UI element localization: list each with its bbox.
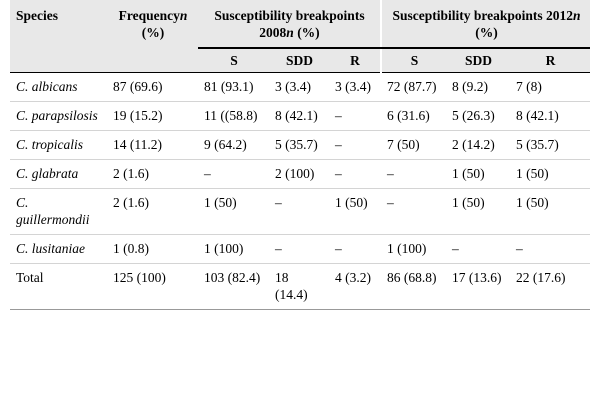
sdd2008-cell: – bbox=[269, 189, 329, 235]
r2012-cell: 8 (42.1) bbox=[510, 102, 590, 131]
species-cell: C. albicans bbox=[10, 73, 107, 102]
r2008-cell: 1 (50) bbox=[329, 189, 381, 235]
s2012-cell: 7 (50) bbox=[381, 131, 446, 160]
frequency-cell: 1 (0.8) bbox=[107, 235, 198, 264]
header-2012-r: R bbox=[510, 48, 590, 73]
r2008-cell: – bbox=[329, 235, 381, 264]
s2008-cell: 9 (64.2) bbox=[198, 131, 269, 160]
frequency-cell: 19 (15.2) bbox=[107, 102, 198, 131]
sdd2012-cell: 1 (50) bbox=[446, 189, 510, 235]
r2012-cell: – bbox=[510, 235, 590, 264]
s2008-cell: 81 (93.1) bbox=[198, 73, 269, 102]
sdd2012-cell: 8 (9.2) bbox=[446, 73, 510, 102]
r2008-cell: – bbox=[329, 102, 381, 131]
r2012-cell: 7 (8) bbox=[510, 73, 590, 102]
s2008-cell: 11 ((58.8) bbox=[198, 102, 269, 131]
header-2012-sdd: SDD bbox=[446, 48, 510, 73]
s2008-cell: 103 (82.4) bbox=[198, 264, 269, 310]
s2008-cell: – bbox=[198, 160, 269, 189]
species-cell: C. parapsilosis bbox=[10, 102, 107, 131]
header-breakpoints-2012: Susceptibility breakpoints 2012n (%) bbox=[381, 0, 590, 48]
r2008-cell: 4 (3.2) bbox=[329, 264, 381, 310]
r2008-cell: 3 (3.4) bbox=[329, 73, 381, 102]
s2012-cell: 6 (31.6) bbox=[381, 102, 446, 131]
susceptibility-table: Species Frequencyn (%) Susceptibility bre… bbox=[10, 0, 590, 310]
frequency-cell: 2 (1.6) bbox=[107, 160, 198, 189]
frequency-cell: 2 (1.6) bbox=[107, 189, 198, 235]
species-cell: C. tropicalis bbox=[10, 131, 107, 160]
r2012-cell: 1 (50) bbox=[510, 189, 590, 235]
sdd2008-cell: 18 (14.4) bbox=[269, 264, 329, 310]
table-row: C. lusitaniae 1 (0.8) 1 (100) – – 1 (100… bbox=[10, 235, 590, 264]
s2012-cell: 1 (100) bbox=[381, 235, 446, 264]
sdd2012-cell: 5 (26.3) bbox=[446, 102, 510, 131]
header-2008-sdd: SDD bbox=[269, 48, 329, 73]
s2012-cell: 72 (87.7) bbox=[381, 73, 446, 102]
r2008-cell: – bbox=[329, 131, 381, 160]
sdd2012-cell: 17 (13.6) bbox=[446, 264, 510, 310]
header-row-top: Species Frequencyn (%) Susceptibility bre… bbox=[10, 0, 590, 48]
header-2008-r: R bbox=[329, 48, 381, 73]
table-row: C. albicans 87 (69.6) 81 (93.1) 3 (3.4) … bbox=[10, 73, 590, 102]
total-label: Total bbox=[10, 264, 107, 310]
frequency-cell: 14 (11.2) bbox=[107, 131, 198, 160]
s2012-cell: – bbox=[381, 160, 446, 189]
total-row: Total 125 (100) 103 (82.4) 18 (14.4) 4 (… bbox=[10, 264, 590, 310]
sdd2008-cell: 3 (3.4) bbox=[269, 73, 329, 102]
sdd2012-cell: 2 (14.2) bbox=[446, 131, 510, 160]
table-row: C. guillermondii 2 (1.6) 1 (50) – 1 (50)… bbox=[10, 189, 590, 235]
frequency-cell: 87 (69.6) bbox=[107, 73, 198, 102]
r2012-cell: 22 (17.6) bbox=[510, 264, 590, 310]
s2008-cell: 1 (50) bbox=[198, 189, 269, 235]
sdd2012-cell: – bbox=[446, 235, 510, 264]
header-species: Species bbox=[10, 0, 107, 73]
header-breakpoints-2008: Susceptibility breakpoints 2008n (%) bbox=[198, 0, 381, 48]
s2012-cell: – bbox=[381, 189, 446, 235]
table-row: C. glabrata 2 (1.6) – 2 (100) – – 1 (50)… bbox=[10, 160, 590, 189]
r2012-cell: 1 (50) bbox=[510, 160, 590, 189]
sdd2008-cell: 8 (42.1) bbox=[269, 102, 329, 131]
species-cell: C. guillermondii bbox=[10, 189, 107, 235]
header-2012-s: S bbox=[381, 48, 446, 73]
s2008-cell: 1 (100) bbox=[198, 235, 269, 264]
sdd2012-cell: 1 (50) bbox=[446, 160, 510, 189]
sdd2008-cell: 2 (100) bbox=[269, 160, 329, 189]
frequency-cell: 125 (100) bbox=[107, 264, 198, 310]
s2012-cell: 86 (68.8) bbox=[381, 264, 446, 310]
species-cell: C. lusitaniae bbox=[10, 235, 107, 264]
sdd2008-cell: 5 (35.7) bbox=[269, 131, 329, 160]
table-row: C. parapsilosis 19 (15.2) 11 ((58.8) 8 (… bbox=[10, 102, 590, 131]
header-2008-s: S bbox=[198, 48, 269, 73]
r2008-cell: – bbox=[329, 160, 381, 189]
species-cell: C. glabrata bbox=[10, 160, 107, 189]
table-row: C. tropicalis 14 (11.2) 9 (64.2) 5 (35.7… bbox=[10, 131, 590, 160]
header-frequency: Frequencyn (%) bbox=[107, 0, 198, 73]
sdd2008-cell: – bbox=[269, 235, 329, 264]
r2012-cell: 5 (35.7) bbox=[510, 131, 590, 160]
